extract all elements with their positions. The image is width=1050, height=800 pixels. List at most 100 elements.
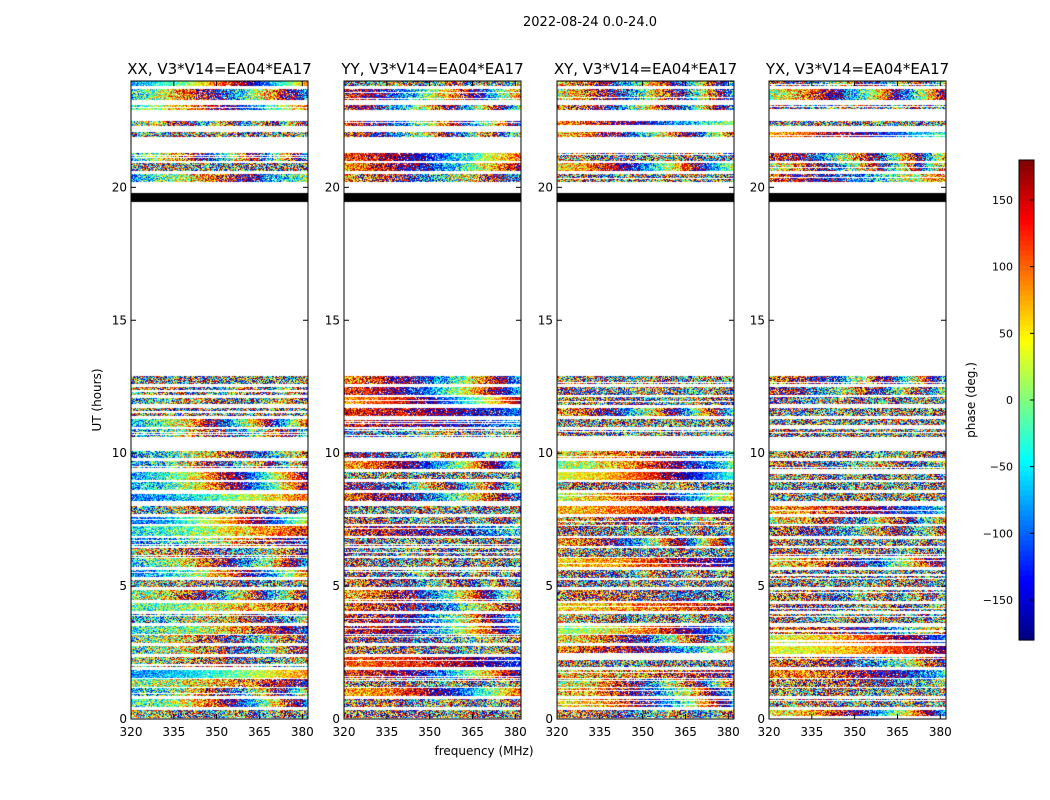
colorbar-segment	[1019, 235, 1034, 241]
colorbar-segment	[1019, 225, 1034, 231]
x-tick-label: 365	[674, 725, 697, 739]
colorbar-segment	[1019, 230, 1034, 236]
colorbar-segment	[1019, 575, 1034, 581]
y-tick-label: 20	[538, 180, 553, 194]
colorbar-segment	[1019, 535, 1034, 541]
heatmap-yx	[769, 81, 946, 719]
panel-frame	[343, 80, 522, 720]
colorbar-segment	[1019, 510, 1034, 516]
phase-heatmap-canvas	[131, 81, 308, 719]
colorbar-segment	[1019, 450, 1034, 456]
colorbar-segment	[1019, 500, 1034, 506]
colorbar-segment	[1019, 580, 1034, 586]
colorbar-segment	[1019, 195, 1034, 201]
y-tick-label: 0	[119, 712, 127, 726]
colorbar-segment	[1019, 215, 1034, 221]
phase-heatmap-canvas	[344, 81, 521, 719]
colorbar-tick-label: −100	[983, 527, 1013, 540]
colorbar-segment	[1019, 345, 1034, 351]
colorbar-tick-label: −50	[990, 461, 1013, 474]
colorbar-segment	[1019, 600, 1034, 606]
colorbar-segment	[1019, 280, 1034, 286]
y-tick-label: 20	[750, 180, 765, 194]
colorbar-segment	[1019, 315, 1034, 321]
colorbar-segment	[1019, 485, 1034, 491]
colorbar-tick-label: 150	[992, 194, 1013, 207]
colorbar-segment	[1019, 480, 1034, 486]
phase-heatmap-canvas	[557, 81, 734, 719]
panel-yx: YX, V3*V14=EA04*EA17 320 335 350 365 380 0 5 10 1…	[750, 60, 952, 739]
colorbar-segment	[1019, 435, 1034, 441]
colorbar-segment	[1019, 360, 1034, 366]
y-tick-label: 20	[325, 180, 340, 194]
colorbar-segment	[1019, 265, 1034, 271]
colorbar-segment	[1019, 595, 1034, 601]
panel-frame	[130, 80, 309, 720]
colorbar-segment	[1019, 190, 1034, 196]
x-tick-label: 320	[546, 725, 569, 739]
panel-xy: XY, V3*V14=EA04*EA17 320 335 350 365 380 0 5 10 1…	[538, 60, 740, 739]
colorbar-segment	[1019, 495, 1034, 501]
y-tick-label: 5	[757, 579, 765, 593]
colorbar-segment	[1019, 185, 1034, 191]
colorbar-segment	[1019, 370, 1034, 376]
colorbar-segment	[1019, 410, 1034, 416]
colorbar-segment	[1019, 255, 1034, 261]
x-tick-label: 350	[631, 725, 654, 739]
panel-title: XX, V3*V14=EA04*EA17	[127, 60, 311, 78]
x-tick-label: 350	[205, 725, 228, 739]
colorbar-segment	[1019, 340, 1034, 346]
panel-title: YY, V3*V14=EA04*EA17	[340, 60, 523, 78]
colorbar-segment	[1019, 545, 1034, 551]
y-tick-label: 5	[119, 579, 127, 593]
colorbar-segment	[1019, 515, 1034, 521]
x-tick-label: 335	[375, 725, 398, 739]
colorbar-segment	[1019, 385, 1034, 391]
colorbar-segment	[1019, 625, 1034, 631]
colorbar-segment	[1019, 350, 1034, 356]
colorbar-segment	[1019, 505, 1034, 511]
y-tick-label: 10	[325, 446, 340, 460]
colorbar-segment	[1019, 305, 1034, 311]
colorbar-segment	[1019, 250, 1034, 256]
colorbar-segment	[1019, 440, 1034, 446]
colorbar-segment	[1019, 415, 1034, 421]
colorbar-segment	[1019, 270, 1034, 276]
colorbar-segment	[1019, 425, 1034, 431]
colorbar-segment	[1019, 460, 1034, 466]
colorbar-segment	[1019, 210, 1034, 216]
colorbar-segment	[1019, 490, 1034, 496]
x-tick-label: 320	[333, 725, 356, 739]
colorbar-segment	[1019, 630, 1034, 636]
y-tick-label: 5	[332, 579, 340, 593]
x-tick-label: 335	[588, 725, 611, 739]
x-tick-label: 320	[758, 725, 781, 739]
colorbar-segment	[1019, 520, 1034, 526]
colorbar-segment	[1019, 430, 1034, 436]
x-tick-label: 335	[800, 725, 823, 739]
colorbar-segment	[1019, 540, 1034, 546]
colorbar-segment	[1019, 180, 1034, 186]
colorbar-segment	[1019, 635, 1034, 641]
panel-title: YX, V3*V14=EA04*EA17	[765, 60, 949, 78]
colorbar-segment	[1019, 175, 1034, 181]
colorbar-segment	[1019, 245, 1034, 251]
x-tick-label: 380	[717, 725, 740, 739]
colorbar-segment	[1019, 400, 1034, 406]
y-tick-label: 15	[325, 313, 340, 327]
colorbar-segment	[1019, 560, 1034, 566]
colorbar-segment	[1019, 295, 1034, 301]
colorbar-tick-label: 0	[1006, 394, 1013, 407]
heatmap-xx	[131, 81, 308, 719]
colorbar-segment	[1019, 240, 1034, 246]
colorbar-segment	[1019, 610, 1034, 616]
colorbar-segment	[1019, 465, 1034, 471]
colorbar-label: phase (deg.)	[964, 362, 978, 438]
colorbar-segment	[1019, 320, 1034, 326]
colorbar-segment	[1019, 300, 1034, 306]
colorbar-segment	[1019, 565, 1034, 571]
colorbar-segment	[1019, 170, 1034, 176]
colorbar-segment	[1019, 445, 1034, 451]
colorbar-segment	[1019, 455, 1034, 461]
